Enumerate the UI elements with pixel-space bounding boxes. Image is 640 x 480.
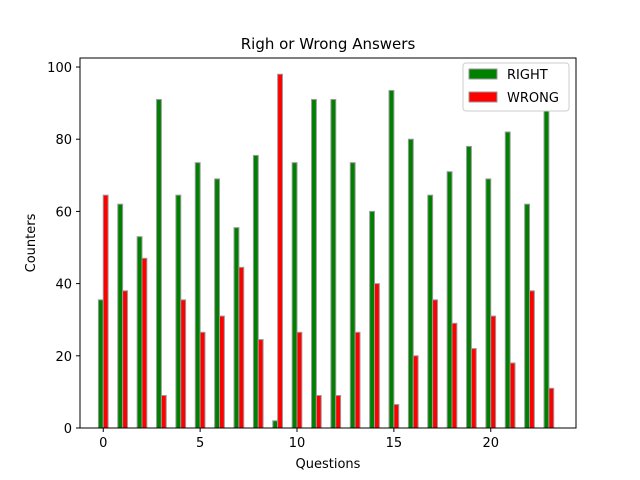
y-tick-label-80: 80 bbox=[55, 133, 72, 148]
bar-wrong-1 bbox=[122, 290, 128, 429]
x-axis: 0 5 10 15 20 bbox=[99, 428, 499, 451]
bar-wrong-22 bbox=[529, 290, 535, 429]
bar-wrong-0 bbox=[102, 194, 109, 429]
x-tick-label-10: 10 bbox=[289, 436, 306, 451]
bar-right-22 bbox=[524, 203, 530, 429]
bar-right-13 bbox=[349, 162, 356, 429]
bar-right-11 bbox=[311, 99, 317, 429]
bar-wrong-18 bbox=[451, 322, 458, 429]
bar-right-15 bbox=[388, 89, 395, 429]
legend: RIGHT WRONG bbox=[462, 62, 570, 112]
bar-right-1 bbox=[117, 203, 124, 429]
bar-wrong-23 bbox=[548, 387, 555, 429]
y-tick-label-40: 40 bbox=[55, 278, 72, 293]
bar-wrong-11 bbox=[315, 395, 322, 429]
bar-wrong-12 bbox=[335, 395, 342, 429]
bar-wrong-19 bbox=[470, 348, 477, 429]
bar-wrong-7 bbox=[238, 266, 245, 429]
bar-right-19 bbox=[466, 145, 472, 429]
bar-wrong-3 bbox=[160, 395, 167, 429]
y-axis: 0 20 40 60 80 100 bbox=[47, 61, 80, 437]
bar-right-10 bbox=[291, 162, 298, 429]
bar-wrong-14 bbox=[374, 283, 380, 429]
bar-wrong-2 bbox=[141, 257, 148, 429]
x-tick-label-5: 5 bbox=[196, 436, 204, 451]
bar-wrong-16 bbox=[412, 355, 419, 429]
y-tick-label-0: 0 bbox=[64, 422, 72, 437]
bar-right-9 bbox=[272, 420, 279, 429]
bar-right-7 bbox=[233, 227, 240, 429]
bar-wrong-13 bbox=[354, 331, 361, 429]
bar-wrong-10 bbox=[296, 331, 303, 429]
bar-right-16 bbox=[407, 138, 414, 429]
bar-right-8 bbox=[252, 154, 259, 429]
legend-swatch-right bbox=[468, 68, 498, 80]
legend-label-right: RIGHT bbox=[507, 68, 548, 83]
bar-right-3 bbox=[156, 99, 162, 429]
bar-right-18 bbox=[446, 171, 453, 429]
bar-right-2 bbox=[136, 236, 143, 429]
legend-label-wrong: WRONG bbox=[507, 91, 559, 106]
chart-title: Righ or Wrong Answers bbox=[241, 35, 416, 53]
bar-wrong-8 bbox=[257, 339, 264, 429]
bar-right-21 bbox=[504, 131, 511, 429]
bar-right-20 bbox=[485, 178, 492, 429]
y-tick-label-60: 60 bbox=[55, 205, 72, 220]
y-tick-label-20: 20 bbox=[55, 350, 72, 365]
bar-right-17 bbox=[427, 194, 434, 429]
y-tick-label-100: 100 bbox=[47, 61, 72, 76]
bar-right-12 bbox=[330, 99, 337, 429]
plot-frame bbox=[79, 57, 577, 429]
bar-right-23 bbox=[543, 108, 550, 429]
bar-wrong-9 bbox=[277, 73, 283, 429]
bar-right-4 bbox=[175, 194, 182, 429]
y-axis-label: Counters bbox=[24, 213, 39, 272]
bar-right-5 bbox=[194, 162, 201, 429]
bar-wrong-20 bbox=[490, 315, 497, 429]
bar-right-0 bbox=[97, 299, 104, 429]
bar-wrong-5 bbox=[199, 331, 206, 429]
bar-right-6 bbox=[214, 178, 220, 429]
x-tick-label-15: 15 bbox=[386, 436, 403, 451]
bar-wrong-17 bbox=[432, 299, 438, 429]
bar-wrong-21 bbox=[509, 362, 516, 429]
x-axis-label: Questions bbox=[296, 457, 361, 472]
bar-wrong-6 bbox=[219, 315, 225, 429]
legend-swatch-wrong bbox=[468, 91, 498, 103]
x-tick-label-20: 20 bbox=[482, 436, 499, 451]
bar-wrong-4 bbox=[180, 299, 187, 429]
x-tick-label-0: 0 bbox=[99, 436, 107, 451]
bar-wrong-15 bbox=[393, 404, 400, 429]
bar-right-14 bbox=[369, 210, 375, 429]
